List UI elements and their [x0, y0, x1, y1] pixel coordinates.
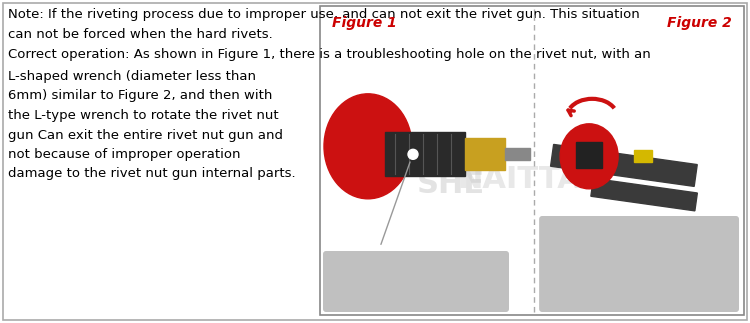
- Bar: [465, 138, 505, 170]
- FancyBboxPatch shape: [323, 251, 509, 312]
- Bar: [320, 6, 744, 315]
- Bar: [505, 148, 530, 160]
- Bar: [576, 142, 602, 168]
- Text: L-shaped wrench (diameter less than: L-shaped wrench (diameter less than: [8, 70, 256, 83]
- Text: NAITTAO: NAITTAO: [457, 165, 607, 194]
- Bar: [591, 178, 698, 211]
- Text: can not be forced when the hard rivets.: can not be forced when the hard rivets.: [8, 28, 273, 41]
- Ellipse shape: [560, 124, 618, 189]
- Text: Note: If the riveting process due to improper use, and can not exit the rivet gu: Note: If the riveting process due to imp…: [8, 8, 640, 21]
- Bar: [634, 150, 652, 162]
- Text: Figure 1: Figure 1: [332, 16, 397, 30]
- Text: the L-type wrench to rotate the rivet nut: the L-type wrench to rotate the rivet nu…: [8, 109, 279, 122]
- Text: gun Can exit the entire rivet nut gun and: gun Can exit the entire rivet nut gun an…: [8, 129, 283, 141]
- Text: Fault hole（diameter 6mm）: Fault hole（diameter 6mm）: [336, 275, 496, 288]
- Text: Correct operation: As shown in Figure 1, there is a troubleshooting hole on the : Correct operation: As shown in Figure 1,…: [8, 48, 651, 61]
- Text: SHE: SHE: [417, 170, 485, 199]
- Text: 6mm) similar to Figure 2, and then with: 6mm) similar to Figure 2, and then with: [8, 89, 272, 102]
- Text: damage to the rivet nut gun internal parts.: damage to the rivet nut gun internal par…: [8, 168, 296, 181]
- Bar: [385, 132, 465, 176]
- FancyBboxPatch shape: [539, 216, 739, 312]
- Bar: [550, 144, 698, 186]
- Ellipse shape: [324, 94, 412, 199]
- Text: The tool that plugs into the
troubleshooting hole can be
arbitrarily selected as: The tool that plugs into the troubleshoo…: [569, 225, 709, 303]
- Circle shape: [408, 149, 418, 159]
- Text: not because of improper operation: not because of improper operation: [8, 148, 241, 161]
- Text: Figure 2: Figure 2: [668, 16, 732, 30]
